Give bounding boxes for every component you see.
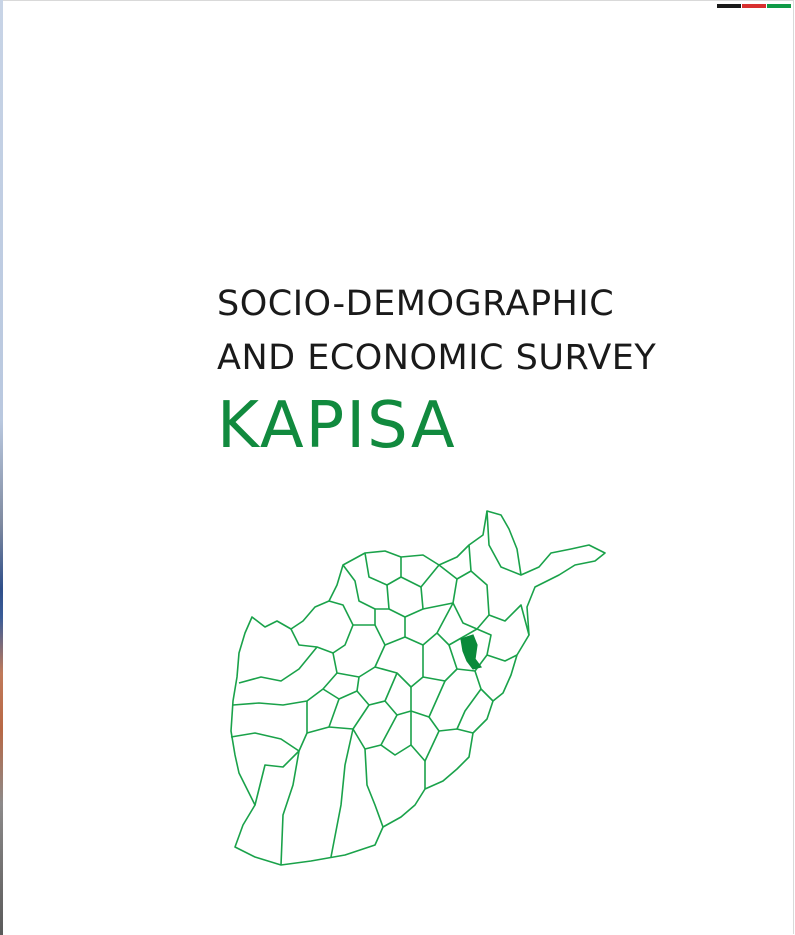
cover-title-block: SOCIO-DEMOGRAPHIC AND ECONOMIC SURVEY KA… [217,277,737,461]
flag-black-segment [717,4,741,8]
flag-green-segment [767,4,791,8]
title-line-2: AND ECONOMIC SURVEY [217,338,657,378]
province-name: KAPISA [217,389,457,463]
kapisa-highlight [460,634,483,670]
adjacent-page-edge [0,0,3,935]
country-outline [230,510,606,866]
flag-red-segment [742,4,766,8]
title-line-1: SOCIO-DEMOGRAPHIC [217,284,615,324]
afghanistan-province-map-icon [225,505,615,875]
flag-color-bar [717,4,791,8]
